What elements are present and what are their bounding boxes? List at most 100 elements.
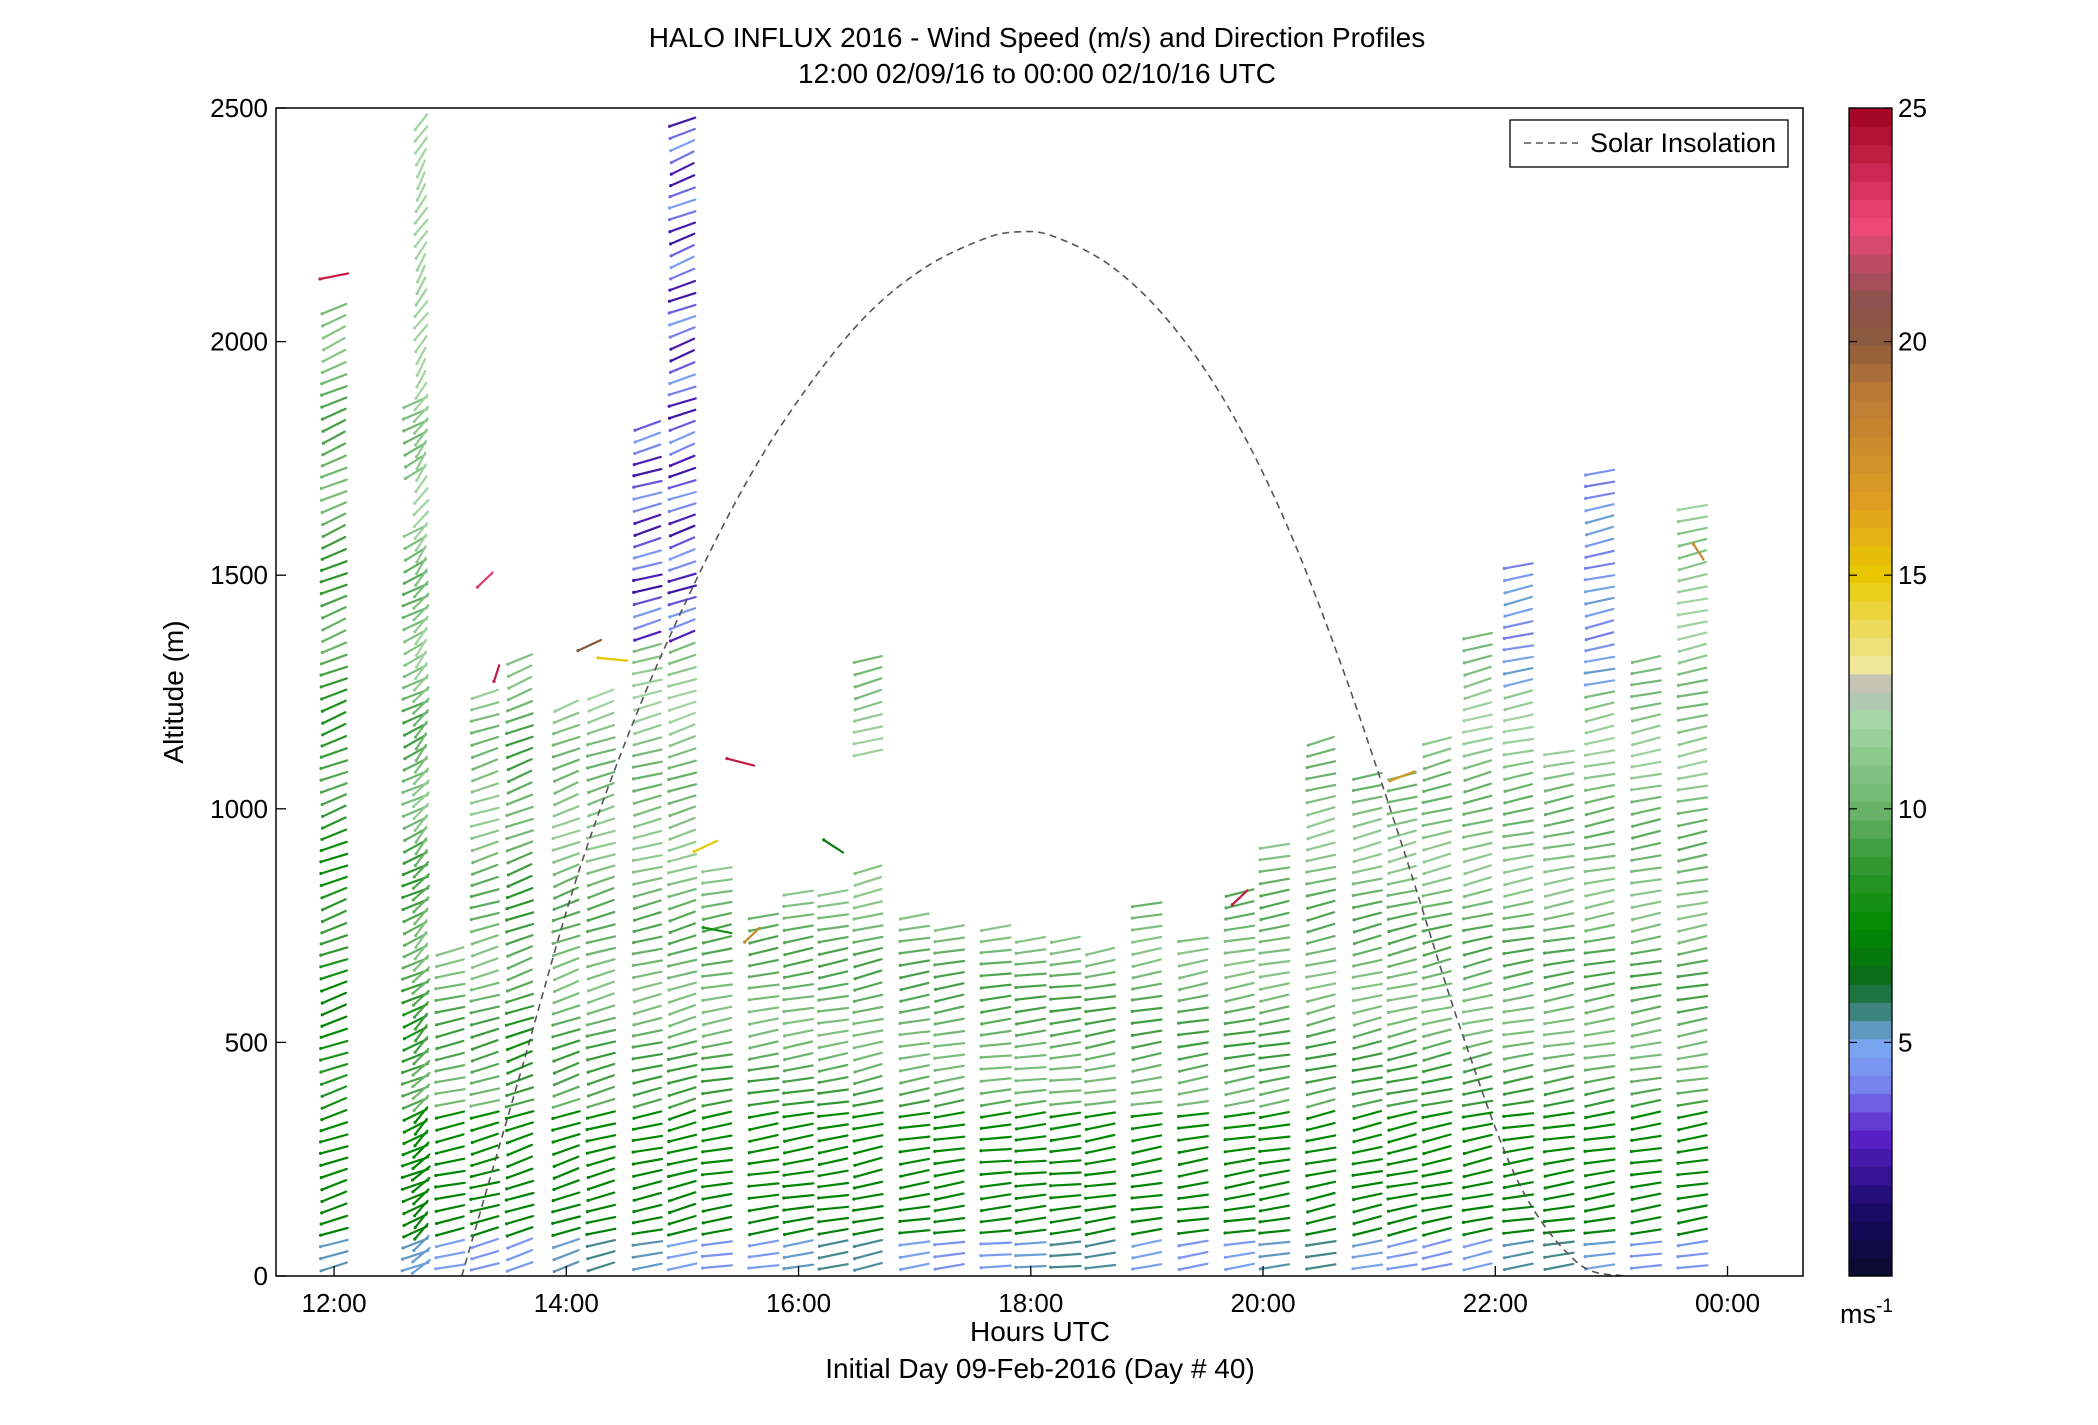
wind-barb-tip [631,1162,635,1166]
wind-barb-tip [1130,1196,1134,1200]
wind-barb [668,210,697,221]
wind-barb-tip [817,1185,821,1189]
wind-barb-tip [321,324,325,328]
wind-barb [1630,679,1662,686]
wind-barb [632,970,663,979]
wind-barb [1225,888,1255,898]
wind-barb-tip [1502,1010,1506,1014]
y-tick-label: 500 [225,1027,268,1057]
wind-barb-tip [1630,918,1635,922]
wind-barb-tip [1305,1243,1309,1248]
wind-barb-tip [1502,964,1507,968]
wind-barb-tip [402,581,406,585]
wind-barb-tip [586,766,590,770]
wind-barb [1462,935,1493,944]
wind-barb-tip [701,1197,705,1201]
wind-barb-tip [782,1115,786,1119]
wind-barb [1463,1156,1493,1167]
wind-barb-tip [1130,916,1134,920]
wind-barb [435,1064,466,1073]
wind-barb [1422,1215,1453,1225]
wind-barb-tip [1352,1233,1356,1237]
wind-barb [667,1168,698,1178]
wind-barb [1387,923,1418,933]
wind-barb [1585,724,1615,735]
wind-barb [818,1157,849,1166]
wind-barb [505,1110,535,1120]
wind-barb-tip [1677,556,1682,560]
wind-barb-tip [1583,753,1588,757]
wind-barb [1259,993,1290,1003]
wind-barb-tip [898,1219,902,1223]
wind-barb [1130,1193,1163,1200]
wind-barb [853,1074,883,1085]
wind-barb [667,1251,698,1259]
wind-barb-tip [1630,788,1634,792]
wind-barb [632,1251,664,1259]
wind-barb [818,1063,849,1073]
wind-barb [507,769,533,783]
wind-barb-tip [783,1046,787,1050]
wind-barb-tip [1224,1197,1228,1201]
wind-barb-tip [1084,975,1088,979]
wind-barb-tip [1503,1174,1507,1178]
wind-barb [667,853,698,863]
wind-barb-tip [1584,1093,1588,1097]
wind-barb [1353,829,1382,840]
wind-barb-tip [1462,637,1466,641]
wind-barb-tip [632,463,636,467]
wind-barb-tip [783,941,787,945]
wind-barb [853,725,884,734]
wind-barb-tip [632,474,636,478]
wind-barb [1676,1065,1709,1072]
wind-barb-tip [1543,928,1547,932]
wind-barb [414,1036,429,1054]
wind-barb-tip [668,732,673,736]
wind-barb [321,501,348,514]
wind-barb-tip [632,1186,636,1191]
wind-barb-tip [434,1069,438,1073]
wind-barb-tip [1223,928,1227,932]
wind-barb-tip [783,1244,787,1248]
wind-barb-tip [319,580,323,584]
wind-barb-tip [1177,999,1181,1003]
wind-barb-tip [1305,765,1309,770]
wind-barb-tip [401,1246,405,1250]
wind-barb-tip [1084,998,1088,1002]
wind-barb-tip [1462,1081,1466,1085]
wind-barb-tip [1421,1267,1425,1271]
wind-barb [1584,643,1615,652]
wind-barb [852,1204,884,1212]
wind-barb-tip [817,1046,821,1050]
wind-barb [1630,690,1662,698]
wind-barb-tip [1014,1045,1018,1049]
wind-barb-tip [1630,881,1634,885]
wind-barb [747,995,780,1001]
wind-barb-tip [1630,707,1634,711]
wind-barb-tip [320,405,324,409]
wind-barb-tip [898,1197,903,1201]
wind-barb [434,1181,466,1189]
wind-barb-tip [1584,1209,1588,1213]
wind-barb [435,1051,465,1062]
wind-barb-tip [852,742,856,746]
wind-barb-tip [415,268,419,272]
wind-barb [634,431,662,444]
wind-barb-tip [667,1046,671,1050]
wind-barb [1678,549,1708,560]
wind-barb [668,1004,697,1016]
wind-barb [668,127,696,140]
wind-barb-tip [1352,1035,1356,1039]
wind-barb-tip [747,1162,751,1166]
wind-barb-tip [1085,1046,1089,1050]
wind-barb-tip [1630,765,1634,769]
wind-barb [633,992,662,1004]
wind-barb-tip [412,1108,416,1112]
wind-barb-tip [1503,777,1507,782]
wind-barb-tip [1049,1265,1053,1269]
wind-barb-tip [1387,964,1391,969]
wind-barb [669,524,696,537]
wind-barb [782,889,815,897]
wind-barb-tip [412,968,416,972]
